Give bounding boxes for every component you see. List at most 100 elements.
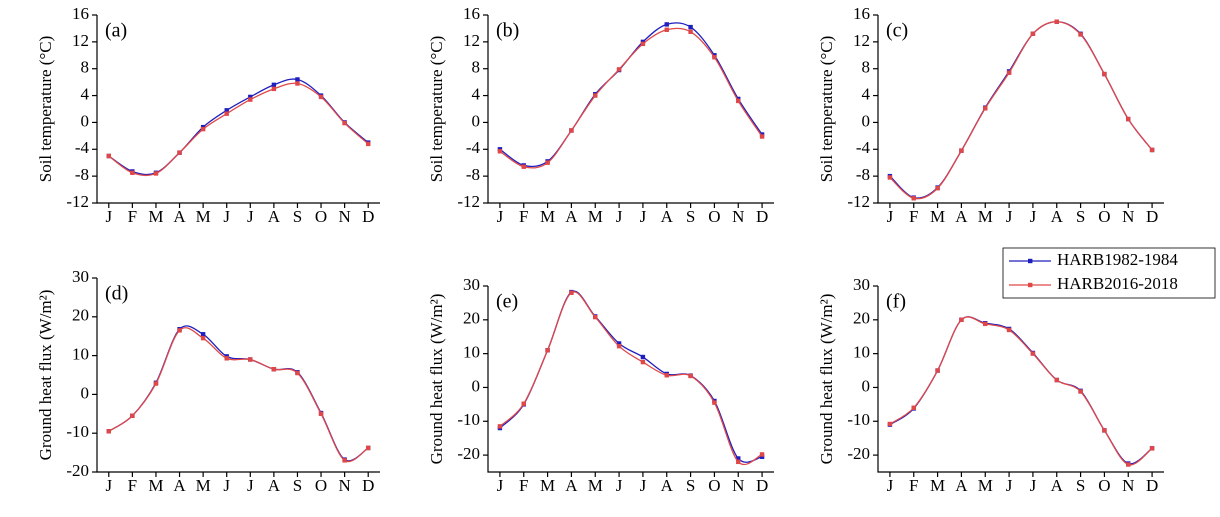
x-tick-label: D: [1146, 207, 1158, 226]
y-tick-label: 0: [81, 383, 90, 402]
x-tick-label: J: [640, 207, 647, 226]
point: [664, 22, 669, 27]
point: [1030, 31, 1036, 36]
y-tick-label: 12: [72, 31, 89, 50]
point: [664, 373, 669, 378]
y-tick-label: 20: [853, 309, 870, 328]
point: [1126, 116, 1131, 122]
x-tick-label: A: [955, 476, 968, 495]
point: [545, 348, 550, 353]
series-line: [499, 27, 763, 169]
point: [593, 314, 598, 320]
x-tick-label: J: [497, 207, 504, 226]
panel-label: (c): [886, 20, 908, 42]
point: [911, 196, 916, 201]
panel-label: (d): [105, 283, 128, 305]
x-tick-label: M: [196, 476, 211, 495]
y-tick-label: -20: [847, 444, 870, 463]
point: [1078, 32, 1083, 37]
x-tick-label: J: [640, 476, 647, 495]
y-axis-label: Ground heat flux (W/m²): [817, 294, 836, 465]
y-tick-label: 16: [853, 4, 870, 23]
point: [616, 341, 622, 346]
x-tick-label: F: [909, 207, 918, 226]
y-tick-label: 8: [862, 58, 871, 77]
point: [935, 368, 940, 373]
y-tick-label: 4: [472, 84, 481, 103]
point: [295, 77, 300, 82]
y-axis-label: Soil temperature (°C): [427, 36, 446, 183]
y-tick-label: 0: [862, 111, 871, 130]
point: [497, 149, 503, 154]
x-tick-label: F: [909, 476, 918, 495]
x-tick-label: A: [173, 207, 186, 226]
x-tick-label: O: [708, 207, 720, 226]
point: [295, 370, 300, 376]
point: [1054, 19, 1059, 24]
point: [1149, 446, 1155, 451]
point: [200, 332, 206, 337]
x-tick-label: F: [519, 207, 528, 226]
point: [887, 175, 893, 180]
point: [911, 405, 916, 410]
x-tick-label: M: [148, 207, 163, 226]
point: [130, 170, 135, 175]
x-tick-label: F: [128, 476, 137, 495]
x-tick-label: D: [362, 476, 374, 495]
x-tick-label: A: [565, 207, 578, 226]
point: [983, 321, 988, 327]
point: [318, 94, 324, 100]
y-tick-label: -20: [457, 444, 480, 463]
legend-label: HARB2016-2018: [1057, 274, 1178, 293]
point: [248, 94, 253, 100]
x-tick-label: M: [540, 207, 555, 226]
point: [593, 93, 598, 98]
x-tick-label: J: [887, 476, 894, 495]
point: [248, 97, 253, 102]
point: [616, 67, 622, 72]
point: [200, 126, 206, 132]
point: [664, 27, 669, 32]
point: [153, 381, 159, 386]
x-tick-label: A: [955, 207, 968, 226]
x-tick-label: M: [588, 207, 603, 226]
x-tick-label: N: [1122, 207, 1134, 226]
panel-label: (e): [496, 291, 518, 313]
point: [521, 164, 526, 169]
x-tick-label: D: [1146, 476, 1158, 495]
y-tick-label: 30: [72, 267, 89, 286]
legend-marker: [1028, 258, 1033, 264]
x-tick-label: A: [173, 476, 186, 495]
y-tick-label: 0: [81, 111, 90, 130]
x-tick-label: A: [268, 476, 281, 495]
point: [497, 424, 503, 429]
point: [224, 356, 229, 361]
point: [736, 456, 741, 461]
y-tick-label: -8: [75, 165, 89, 184]
y-tick-label: -8: [466, 165, 480, 184]
point: [271, 82, 277, 88]
series-line: [499, 291, 763, 466]
x-tick-label: M: [978, 476, 993, 495]
y-axis-label: Soil temperature (°C): [817, 36, 836, 183]
x-tick-label: J: [616, 476, 623, 495]
point: [1054, 377, 1059, 383]
point: [736, 459, 741, 465]
x-tick-label: S: [1076, 207, 1085, 226]
x-tick-label: J: [247, 207, 254, 226]
series-line: [889, 21, 1153, 199]
point: [1078, 389, 1083, 394]
point: [318, 411, 324, 416]
x-tick-label: D: [362, 207, 374, 226]
point: [521, 401, 526, 406]
point: [1006, 327, 1012, 333]
point: [688, 24, 693, 30]
point: [616, 343, 622, 349]
x-tick-label: M: [196, 207, 211, 226]
axis: [877, 15, 1164, 204]
panel-label: (a): [105, 20, 127, 42]
x-tick-label: S: [686, 476, 695, 495]
series-line: [889, 21, 1153, 200]
point: [545, 160, 550, 165]
panel-label: (f): [886, 291, 906, 313]
